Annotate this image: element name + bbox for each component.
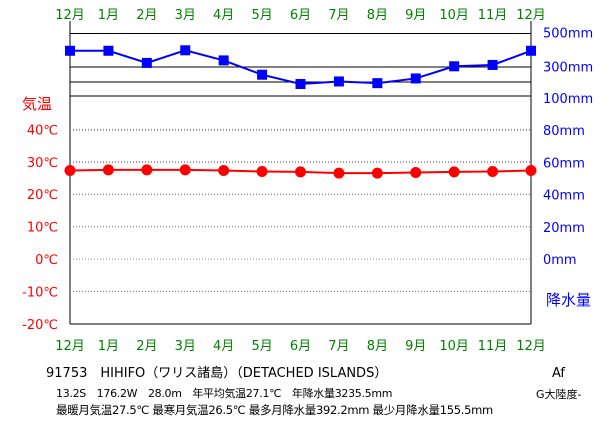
- temperature-point: [371, 167, 383, 179]
- precipitation-point: [257, 69, 268, 80]
- temperature-point: [333, 167, 345, 179]
- month-label-top: 8月: [367, 8, 388, 23]
- temperature-axis-title: 気温: [22, 95, 52, 113]
- month-label-bottom: 4月: [213, 339, 234, 354]
- temperature-point: [218, 165, 230, 177]
- precipitation-point: [218, 55, 229, 66]
- precipitation-axis-title: 降水量: [546, 291, 591, 309]
- precipitation-point: [487, 59, 498, 70]
- month-label-top: 4月: [213, 8, 234, 23]
- temperature-tick-label: -10℃: [22, 285, 58, 300]
- precipitation-tick-label: 40mm: [543, 189, 585, 204]
- month-label-bottom: 3月: [175, 339, 196, 354]
- month-label-bottom: 1月: [98, 339, 119, 354]
- temperature-point: [295, 166, 306, 178]
- temperature-point: [64, 165, 76, 177]
- precipitation-series: [65, 45, 536, 89]
- temperature-point: [410, 166, 422, 178]
- month-label-bottom: 5月: [251, 339, 272, 354]
- month-label-top: 3月: [175, 8, 196, 23]
- month-label-bottom: 6月: [290, 339, 311, 354]
- temperature-point: [448, 166, 460, 178]
- month-label-bottom: 7月: [328, 339, 349, 354]
- precipitation-tick-label: 20mm: [543, 221, 585, 236]
- precipitation-axis-ticks: 0mm 20mm 40mm 60mm 80mm 100mm 300mm 500mm: [543, 27, 593, 268]
- precipitation-point: [295, 78, 306, 89]
- precipitation-point: [180, 45, 191, 56]
- precipitation-tick-label: 500mm: [543, 27, 593, 42]
- month-label-top: 5月: [251, 8, 272, 23]
- temperature-point: [256, 166, 268, 178]
- month-label-top: 9月: [405, 8, 426, 23]
- temperature-tick-label: -20℃: [22, 318, 58, 333]
- precipitation-point: [141, 57, 152, 68]
- temperature-tick-label: 40℃: [27, 123, 58, 138]
- precipitation-point: [372, 78, 383, 89]
- bottom-month-labels: 12月 1月 2月 3月 4月 5月 6月 7月 8月 9月 10月 11月 12月: [55, 339, 546, 354]
- temperature-tick-label: 20℃: [27, 188, 58, 203]
- temperature-point: [102, 164, 114, 176]
- temperature-series: [64, 164, 537, 179]
- precipitation-tick-label: 80mm: [543, 124, 585, 139]
- precipitation-point: [449, 61, 460, 72]
- month-label-bottom: 12月: [55, 339, 85, 354]
- month-label-bottom: 12月: [516, 339, 546, 354]
- temperature-tick-label: 30℃: [27, 156, 58, 171]
- precipitation-tick-label: 0mm: [543, 253, 577, 268]
- temperature-tick-label: 0℃: [35, 253, 58, 268]
- month-label-top: 7月: [328, 8, 349, 23]
- month-label-bottom: 8月: [367, 339, 388, 354]
- precipitation-point: [410, 73, 421, 84]
- top-month-labels: 12月 1月 2月 3月 4月 5月 6月 7月 8月 9月 10月 11月 12月: [55, 8, 546, 23]
- month-label-bottom: 9月: [405, 339, 426, 354]
- month-label-bottom: 2月: [136, 339, 157, 354]
- month-label-top: 2月: [136, 8, 157, 23]
- precipitation-tick-label: 60mm: [543, 156, 585, 171]
- month-label-top: 12月: [516, 8, 546, 23]
- precipitation-point: [333, 76, 344, 87]
- temperature-tick-label: 10℃: [27, 221, 58, 236]
- temperature-axis-ticks: 40℃ 30℃ 20℃ 10℃ 0℃ -10℃ -20℃: [22, 123, 58, 332]
- month-label-top: 6月: [290, 8, 311, 23]
- temperature-point: [525, 165, 537, 177]
- precipitation-point: [103, 45, 114, 56]
- month-label-top: 11月: [478, 8, 508, 23]
- precipitation-tick-label: 300mm: [543, 60, 593, 75]
- precipitation-point: [526, 45, 536, 56]
- temperature-point: [487, 166, 499, 178]
- precipitation-point: [65, 45, 75, 56]
- month-label-top: 10月: [439, 8, 469, 23]
- temperature-point: [179, 164, 191, 176]
- month-label-top: 1月: [98, 8, 119, 23]
- month-label-bottom: 11月: [478, 339, 508, 354]
- precipitation-tick-label: 100mm: [543, 92, 593, 107]
- month-label-bottom: 10月: [439, 339, 469, 354]
- month-label-top: 12月: [55, 8, 85, 23]
- temperature-point: [141, 164, 153, 176]
